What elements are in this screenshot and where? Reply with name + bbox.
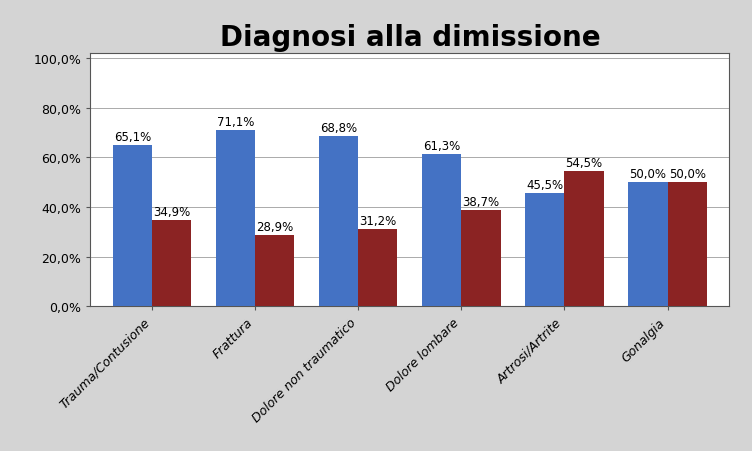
Text: 65,1%: 65,1%: [114, 130, 151, 143]
Bar: [422, 155, 462, 307]
Text: 31,2%: 31,2%: [359, 215, 396, 227]
Bar: [358, 230, 398, 307]
Bar: [152, 220, 191, 307]
Bar: [629, 183, 668, 307]
Text: 61,3%: 61,3%: [423, 140, 460, 153]
Bar: [462, 211, 501, 307]
Bar: [319, 136, 358, 307]
Bar: [565, 172, 604, 307]
Bar: [255, 235, 294, 307]
Text: 68,8%: 68,8%: [320, 121, 357, 134]
Text: 50,0%: 50,0%: [629, 168, 666, 181]
Bar: [526, 194, 565, 307]
Text: 54,5%: 54,5%: [566, 157, 602, 170]
Title: Diagnosi alla dimissione: Diagnosi alla dimissione: [220, 24, 600, 52]
Bar: [668, 183, 707, 307]
Text: 34,9%: 34,9%: [153, 205, 190, 218]
Text: 50,0%: 50,0%: [669, 168, 705, 181]
Text: 45,5%: 45,5%: [526, 179, 563, 192]
Text: 71,1%: 71,1%: [217, 115, 254, 129]
Bar: [113, 146, 152, 307]
Text: 28,9%: 28,9%: [256, 220, 293, 233]
Bar: [216, 131, 255, 307]
Text: 38,7%: 38,7%: [462, 196, 499, 209]
